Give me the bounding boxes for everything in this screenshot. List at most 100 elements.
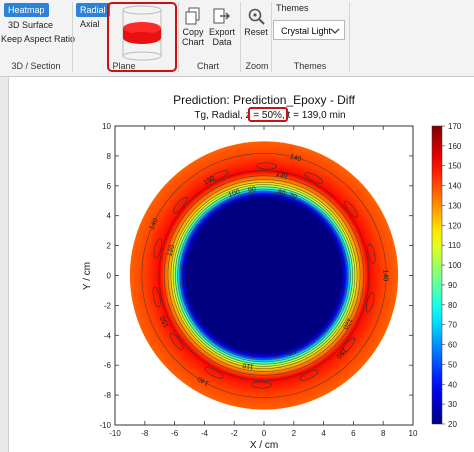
contour-label: 100 bbox=[228, 189, 241, 200]
chart-title: Prediction: Prediction_Epoxy - Diff bbox=[173, 93, 356, 107]
y-tick-label: -6 bbox=[104, 361, 112, 370]
colorbar-tick-label: 30 bbox=[448, 400, 457, 409]
theme-select[interactable]: Crystal Light bbox=[273, 20, 345, 40]
heatmap-button[interactable]: Heatmap bbox=[4, 3, 49, 17]
colorbar bbox=[431, 125, 443, 425]
colorbar-tick-label: 80 bbox=[448, 301, 457, 310]
contour-ring bbox=[181, 193, 347, 358]
hot-spot-contour bbox=[299, 369, 319, 381]
colorbar-tick-label: 130 bbox=[448, 201, 462, 210]
colorbar-tick-label: 140 bbox=[448, 182, 462, 191]
left-panel-edge bbox=[0, 77, 9, 452]
contour-label: 80 bbox=[277, 189, 286, 197]
hot-spot-contour bbox=[172, 196, 188, 214]
contour-lines bbox=[141, 153, 387, 398]
group-label-themes: Themes bbox=[293, 61, 327, 71]
colorbar-tick-label: 90 bbox=[448, 281, 457, 290]
contour-label: 140 bbox=[289, 154, 302, 164]
y-tick-label: -8 bbox=[104, 391, 112, 400]
contour-label: 140 bbox=[382, 270, 389, 282]
3d-surface-button[interactable]: 3D Surface bbox=[8, 20, 54, 30]
axial-button[interactable]: Axial bbox=[80, 19, 100, 29]
contour-ring bbox=[177, 188, 351, 363]
copy-chart-label-2: Chart bbox=[181, 37, 204, 47]
subtitle-suffix: t = 139,0 min bbox=[285, 110, 346, 121]
export-icon bbox=[213, 8, 231, 24]
y-tick-label: 6 bbox=[107, 182, 112, 191]
group-label-plane: Plane bbox=[112, 61, 136, 71]
plane-button[interactable] bbox=[109, 4, 175, 70]
colorbar-tick-label: 170 bbox=[448, 122, 462, 131]
contour-ring bbox=[170, 182, 358, 369]
y-tick-label: 10 bbox=[102, 122, 111, 131]
reset-zoom-button[interactable]: Reset bbox=[244, 7, 268, 37]
x-axis-ticks: -10 -8 -6 -4 -2 0 2 4 6 8 10 bbox=[109, 126, 418, 438]
contour-label: 120 bbox=[341, 317, 353, 331]
x-tick-label: -2 bbox=[231, 429, 239, 438]
y-tick-label: 8 bbox=[107, 152, 112, 161]
x-axis-label: X / cm bbox=[250, 440, 278, 451]
heatmap-chart: Prediction: Prediction_Epoxy - Diff Tg, … bbox=[82, 93, 462, 451]
hot-spot-contour bbox=[152, 287, 161, 308]
x-tick-label: 6 bbox=[351, 429, 356, 438]
colorbar-tick-label: 160 bbox=[448, 142, 462, 151]
colorbar-tick-label: 120 bbox=[448, 221, 462, 230]
export-data-label-2: Data bbox=[212, 37, 232, 47]
colorbar-tick-label: 110 bbox=[448, 241, 461, 250]
copy-icon bbox=[185, 7, 200, 25]
colorbar-tick-label: 60 bbox=[448, 341, 457, 350]
hot-spot-contour bbox=[340, 337, 356, 355]
chevron-down-icon bbox=[330, 28, 340, 34]
hot-spot-contour bbox=[204, 367, 224, 379]
x-tick-label: -8 bbox=[141, 429, 149, 438]
zoom-reset-icon bbox=[248, 8, 265, 25]
hot-spot-contour bbox=[251, 381, 272, 389]
contour-ring bbox=[175, 186, 353, 365]
themes-title: Themes bbox=[276, 3, 309, 13]
y-tick-label: 2 bbox=[107, 242, 112, 251]
keep-aspect-ratio-button[interactable]: Keep Aspect Ratio bbox=[1, 34, 76, 44]
contour-ring bbox=[163, 175, 365, 376]
hot-spot-contour bbox=[209, 170, 229, 182]
hot-spot-contour bbox=[367, 243, 376, 264]
contour-ring bbox=[172, 184, 356, 367]
x-tick-label: -10 bbox=[109, 429, 121, 438]
theme-select-value: Crystal Light bbox=[281, 26, 332, 36]
contour-ring bbox=[179, 191, 349, 360]
hot-spot-contours bbox=[152, 162, 376, 389]
colorbar-tick-label: 70 bbox=[448, 321, 457, 330]
copy-chart-button[interactable]: Copy Chart bbox=[180, 7, 206, 47]
hot-spot-contour bbox=[256, 162, 277, 170]
y-axis-label: Y / cm bbox=[82, 262, 93, 290]
y-tick-label: -10 bbox=[99, 421, 111, 430]
contour-ring bbox=[141, 153, 387, 398]
hot-spot-contour bbox=[365, 292, 375, 313]
plane-highlight-box bbox=[107, 2, 177, 72]
ribbon-separator bbox=[72, 2, 73, 72]
colorbar-tick-label: 100 bbox=[448, 261, 462, 270]
contour-label: 70 bbox=[288, 192, 298, 201]
reset-label: Reset bbox=[244, 27, 268, 37]
subtitle-prefix: Tg, Radial, bbox=[194, 110, 245, 121]
contour-label: 90 bbox=[248, 186, 257, 194]
export-data-button[interactable]: Export Data bbox=[208, 7, 236, 47]
hot-spot-contour bbox=[344, 200, 359, 218]
colorbar-tick-label: 150 bbox=[448, 162, 462, 171]
colorbar-tick-label: 50 bbox=[448, 360, 457, 369]
contour-label: 150 bbox=[203, 175, 217, 187]
ribbon-toolbar: Heatmap 3D Surface Keep Aspect Ratio 3D … bbox=[0, 0, 474, 77]
y-tick-label: -2 bbox=[104, 301, 112, 310]
x-tick-label: 8 bbox=[381, 429, 386, 438]
radial-button[interactable]: Radial bbox=[76, 3, 110, 17]
contour-label: 120 bbox=[167, 244, 177, 257]
contour-label: 110 bbox=[242, 361, 254, 370]
copy-chart-label-1: Copy bbox=[182, 27, 204, 37]
subtitle-z: z = 50%, bbox=[246, 110, 285, 121]
export-data-label-1: Export bbox=[208, 27, 235, 37]
ribbon-separator bbox=[240, 2, 241, 72]
hot-spot-contour bbox=[169, 333, 184, 351]
ribbon-separator bbox=[178, 2, 179, 72]
x-tick-label: 10 bbox=[409, 429, 418, 438]
x-tick-label: -4 bbox=[201, 429, 209, 438]
